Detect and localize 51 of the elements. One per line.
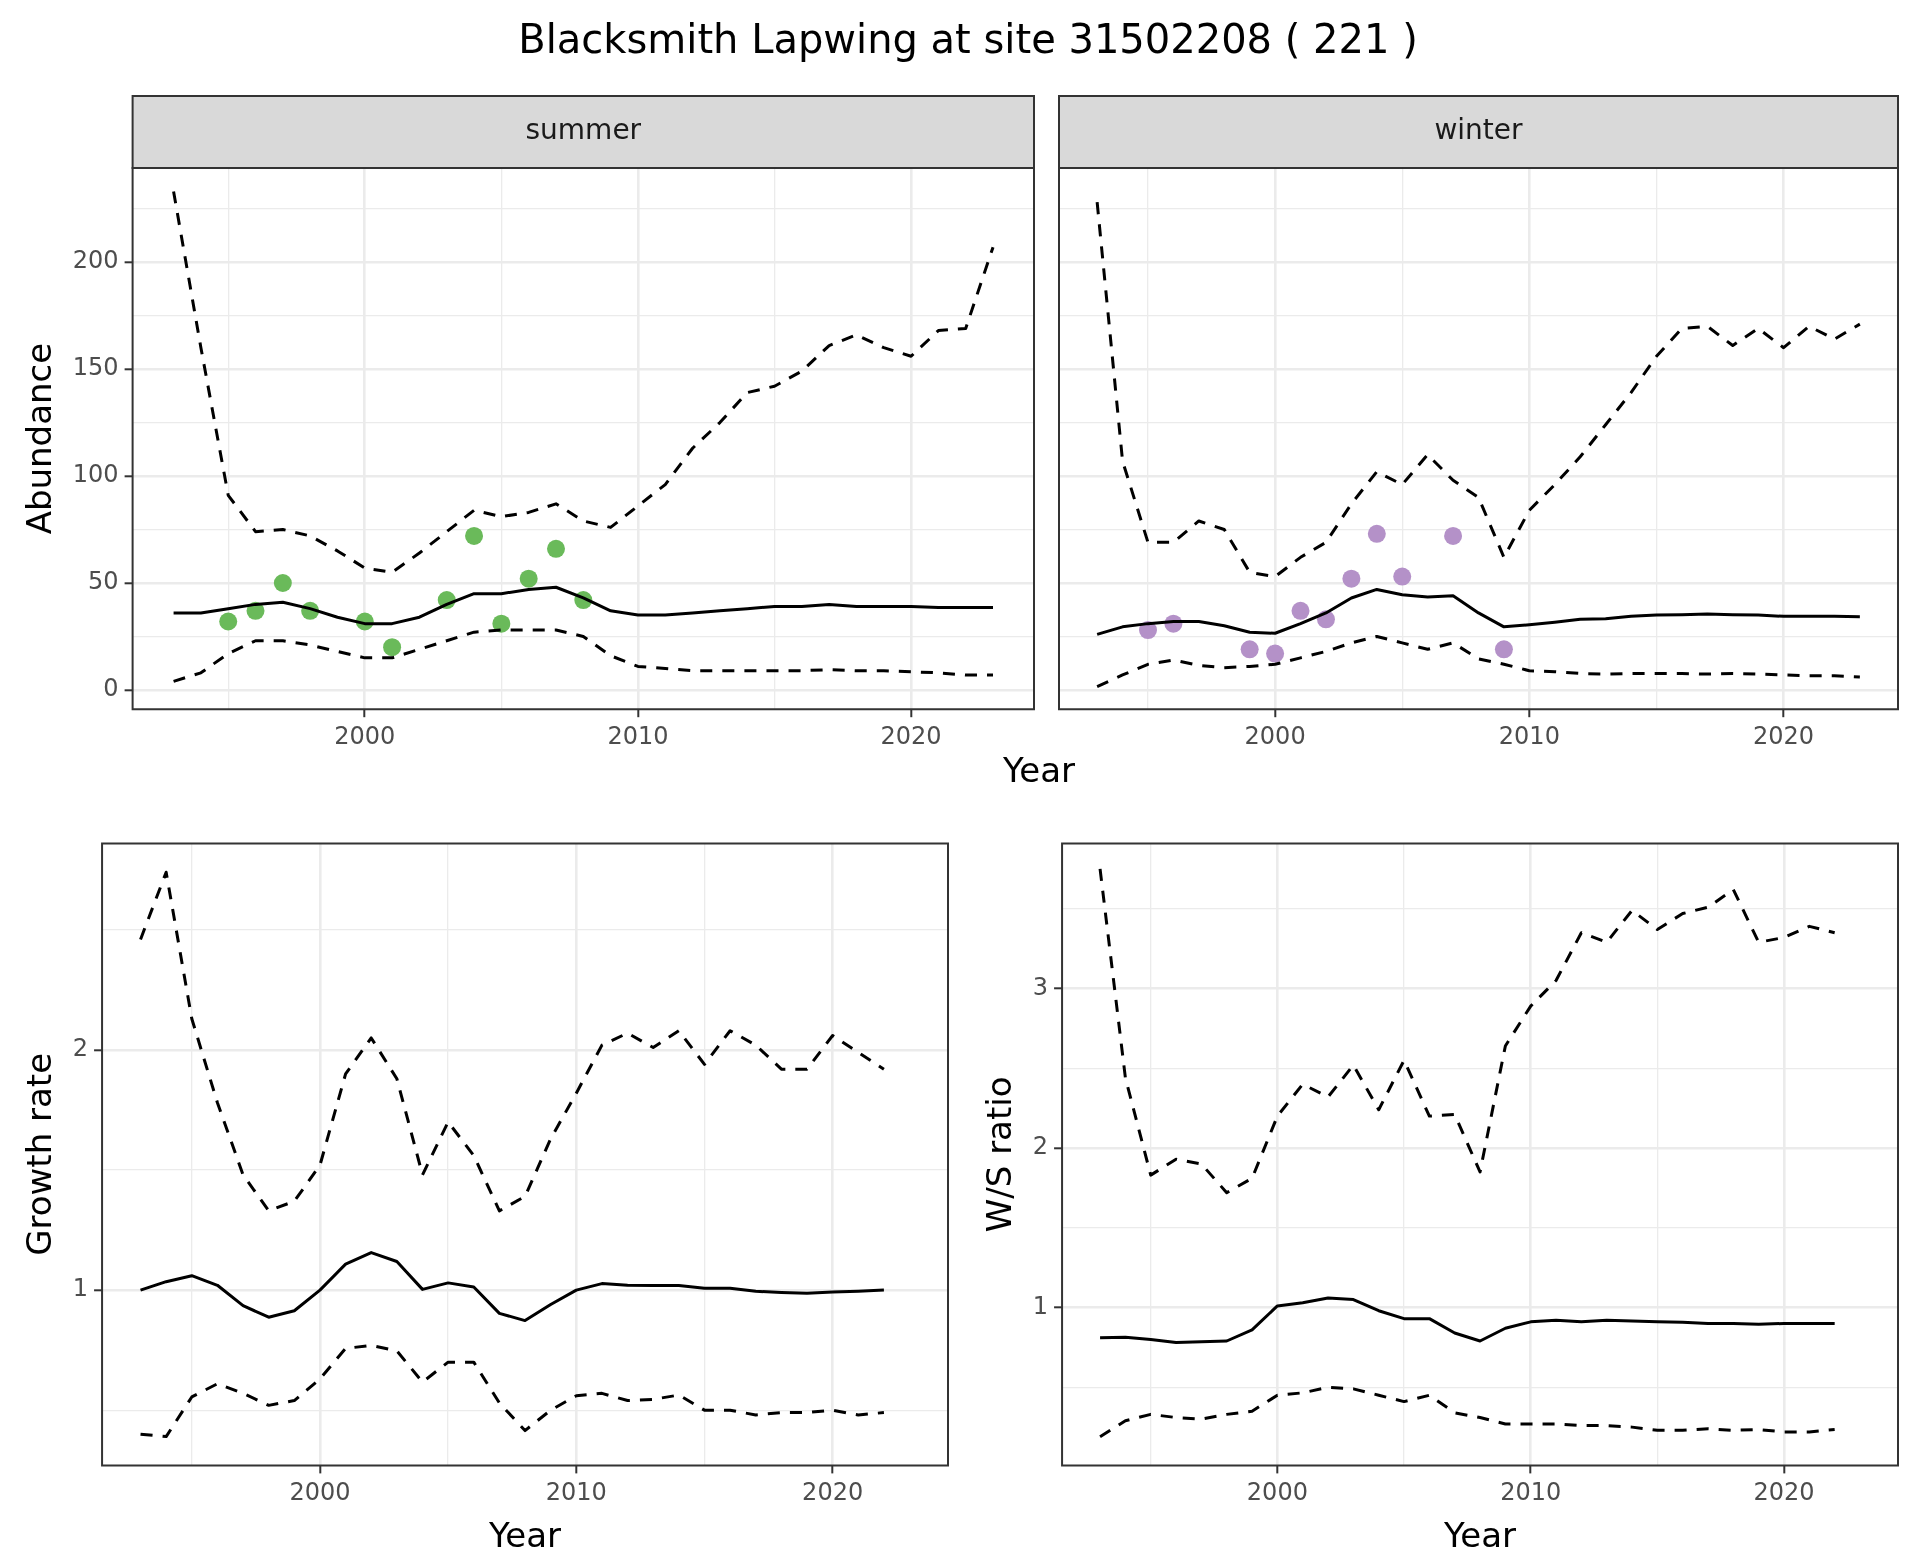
y-tick-label: 0 [103, 674, 119, 703]
x-tick-label: 2020 [802, 1478, 864, 1507]
y-tick-label: 2 [72, 1034, 89, 1063]
line-series [172, 190, 995, 574]
point [383, 638, 402, 657]
x-tick-label: 2010 [1498, 721, 1560, 750]
point [1393, 567, 1412, 586]
point [492, 614, 511, 633]
point [519, 569, 538, 588]
y-axis-title: Growth rate [19, 1052, 60, 1256]
x-tick-label: 2000 [1246, 1478, 1308, 1507]
y-axis-title: Abundance [19, 342, 60, 535]
line-series [1098, 867, 1837, 1195]
y-tick-label: 50 [88, 567, 119, 596]
chart-subtitle: summer [525, 113, 642, 147]
y-tick-label: 100 [72, 460, 119, 489]
point [1444, 526, 1463, 545]
point [1367, 524, 1386, 543]
x-tick-label: 2020 [1753, 721, 1815, 750]
x-tick-label: 2000 [334, 721, 396, 750]
x-axis-title: Year [1002, 750, 1076, 790]
point [273, 573, 292, 592]
point [546, 539, 565, 558]
point [1240, 640, 1259, 659]
x-tick-label: 2000 [1244, 721, 1306, 750]
y-tick-label: 150 [72, 353, 119, 382]
y-tick-label: 1 [1032, 1291, 1049, 1320]
point [1494, 640, 1513, 659]
chart-title: Blacksmith Lapwing at site 31502208 ( 221 ) [517, 16, 1419, 62]
point [465, 526, 484, 545]
y-tick-label: 2 [1032, 1132, 1049, 1161]
point [1266, 644, 1285, 663]
line-series [139, 870, 886, 1213]
x-tick-label: 2010 [545, 1478, 607, 1507]
line-series [1098, 1385, 1837, 1439]
point [1291, 601, 1310, 620]
x-axis-title: Year [1443, 1515, 1517, 1556]
x-tick-label: 2020 [1753, 1478, 1815, 1507]
y-tick-label: 200 [72, 246, 119, 275]
point [1342, 569, 1361, 588]
chart-title: winter [1434, 113, 1524, 147]
x-axis-title: Year [488, 1515, 562, 1556]
y-axis-title: W/S ratio [979, 1076, 1020, 1233]
x-tick-label: 2020 [880, 721, 942, 750]
y-tick-label: 3 [1032, 972, 1049, 1001]
x-tick-label: 2000 [289, 1478, 351, 1507]
y-tick-label: 1 [72, 1274, 89, 1303]
point [219, 612, 238, 631]
x-tick-label: 2010 [607, 721, 669, 750]
line-series [139, 1343, 886, 1439]
x-tick-label: 2010 [1500, 1478, 1562, 1507]
